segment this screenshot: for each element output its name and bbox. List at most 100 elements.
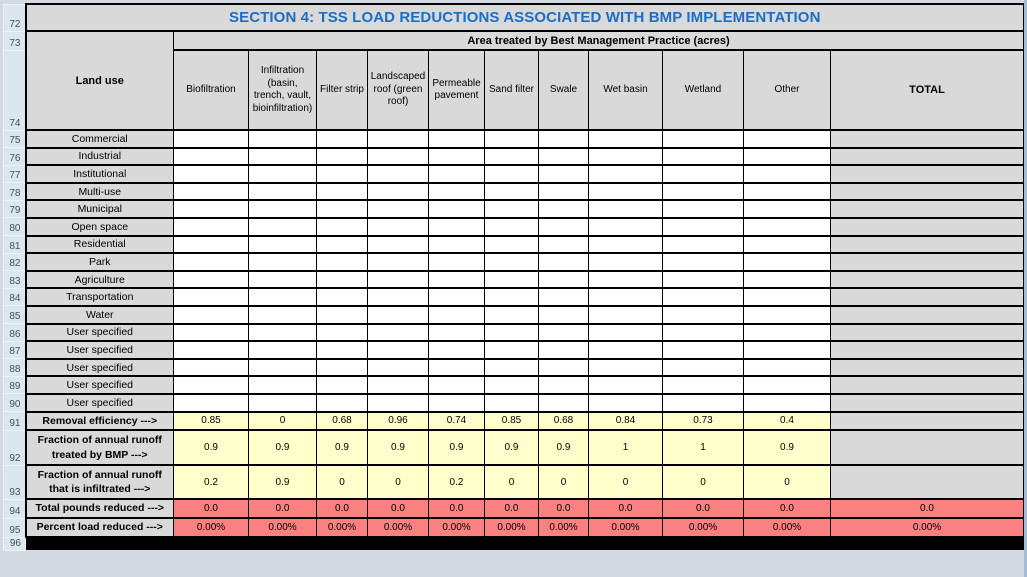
area-input-cell[interactable] <box>588 392 663 413</box>
area-input-cell[interactable] <box>173 287 249 307</box>
area-input-cell[interactable] <box>538 375 589 395</box>
fraction-treated-cell[interactable]: 1 <box>588 429 663 467</box>
area-input-cell[interactable] <box>588 216 663 237</box>
removal-efficiency-cell[interactable]: 0.68 <box>538 410 589 432</box>
area-input-cell[interactable] <box>428 199 485 219</box>
row-number[interactable]: 96 <box>3 536 26 551</box>
row-number[interactable]: 72 <box>3 3 26 32</box>
area-input-cell[interactable] <box>484 146 539 167</box>
area-input-cell[interactable] <box>484 304 539 325</box>
area-input-cell[interactable] <box>173 357 249 378</box>
area-input-cell[interactable] <box>538 392 589 413</box>
area-input-cell[interactable] <box>588 304 663 325</box>
area-input-cell[interactable] <box>538 340 589 360</box>
area-input-cell[interactable] <box>484 340 539 360</box>
area-input-cell[interactable] <box>316 129 368 149</box>
area-input-cell[interactable] <box>248 304 317 325</box>
area-input-cell[interactable] <box>538 199 589 219</box>
area-input-cell[interactable] <box>173 146 249 167</box>
fraction-infiltrated-cell[interactable]: 0 <box>588 464 663 501</box>
fraction-treated-cell[interactable]: 0.9 <box>484 429 539 467</box>
area-input-cell[interactable] <box>173 304 249 325</box>
area-input-cell[interactable] <box>743 322 831 343</box>
area-input-cell[interactable] <box>316 164 368 184</box>
area-input-cell[interactable] <box>173 340 249 360</box>
area-input-cell[interactable] <box>484 287 539 307</box>
area-input-cell[interactable] <box>316 287 368 307</box>
area-input-cell[interactable] <box>588 146 663 167</box>
area-input-cell[interactable] <box>248 322 317 343</box>
area-input-cell[interactable] <box>316 252 368 272</box>
area-input-cell[interactable] <box>428 322 485 343</box>
area-input-cell[interactable] <box>316 340 368 360</box>
area-input-cell[interactable] <box>538 129 589 149</box>
area-input-cell[interactable] <box>367 340 429 360</box>
removal-efficiency-cell[interactable]: 0.68 <box>316 410 368 432</box>
area-input-cell[interactable] <box>248 269 317 290</box>
area-input-cell[interactable] <box>484 164 539 184</box>
area-input-cell[interactable] <box>173 181 249 202</box>
fraction-infiltrated-cell[interactable]: 0 <box>538 464 589 501</box>
removal-efficiency-cell[interactable]: 0.85 <box>484 410 539 432</box>
area-input-cell[interactable] <box>743 357 831 378</box>
area-input-cell[interactable] <box>316 181 368 202</box>
row-number[interactable]: 90 <box>3 393 26 412</box>
area-input-cell[interactable] <box>588 252 663 272</box>
fraction-treated-cell[interactable]: 0.9 <box>316 429 368 467</box>
area-input-cell[interactable] <box>743 146 831 167</box>
area-input-cell[interactable] <box>588 181 663 202</box>
area-input-cell[interactable] <box>588 340 663 360</box>
row-number[interactable]: 73 <box>3 30 26 51</box>
area-input-cell[interactable] <box>588 269 663 290</box>
area-input-cell[interactable] <box>367 146 429 167</box>
area-input-cell[interactable] <box>484 199 539 219</box>
fraction-treated-cell[interactable]: 1 <box>662 429 744 467</box>
area-input-cell[interactable] <box>367 129 429 149</box>
area-input-cell[interactable] <box>316 375 368 395</box>
row-number[interactable]: 86 <box>3 323 26 342</box>
area-input-cell[interactable] <box>484 357 539 378</box>
removal-efficiency-cell[interactable]: 0.85 <box>173 410 249 432</box>
area-input-cell[interactable] <box>588 234 663 255</box>
row-number[interactable]: 92 <box>3 429 26 466</box>
area-input-cell[interactable] <box>428 234 485 255</box>
fraction-infiltrated-cell[interactable]: 0.9 <box>248 464 317 501</box>
removal-efficiency-cell[interactable]: 0.84 <box>588 410 663 432</box>
area-input-cell[interactable] <box>588 164 663 184</box>
row-number[interactable]: 78 <box>3 182 26 201</box>
area-input-cell[interactable] <box>428 269 485 290</box>
area-input-cell[interactable] <box>538 181 589 202</box>
area-input-cell[interactable] <box>367 252 429 272</box>
fraction-infiltrated-cell[interactable]: 0 <box>367 464 429 501</box>
removal-efficiency-cell[interactable]: 0.73 <box>662 410 744 432</box>
fraction-treated-cell[interactable]: 0.9 <box>428 429 485 467</box>
area-input-cell[interactable] <box>588 287 663 307</box>
area-input-cell[interactable] <box>248 392 317 413</box>
area-input-cell[interactable] <box>173 164 249 184</box>
area-input-cell[interactable] <box>248 181 317 202</box>
area-input-cell[interactable] <box>588 129 663 149</box>
area-input-cell[interactable] <box>173 269 249 290</box>
area-input-cell[interactable] <box>248 234 317 255</box>
area-input-cell[interactable] <box>538 322 589 343</box>
area-input-cell[interactable] <box>662 304 744 325</box>
row-number[interactable]: 88 <box>3 358 26 377</box>
area-input-cell[interactable] <box>662 252 744 272</box>
area-input-cell[interactable] <box>316 234 368 255</box>
fraction-infiltrated-cell[interactable]: 0 <box>484 464 539 501</box>
area-input-cell[interactable] <box>588 199 663 219</box>
removal-efficiency-cell[interactable]: 0.96 <box>367 410 429 432</box>
area-input-cell[interactable] <box>367 216 429 237</box>
area-input-cell[interactable] <box>316 146 368 167</box>
row-number[interactable]: 95 <box>3 517 26 538</box>
area-input-cell[interactable] <box>743 252 831 272</box>
area-input-cell[interactable] <box>367 199 429 219</box>
area-input-cell[interactable] <box>173 375 249 395</box>
area-input-cell[interactable] <box>662 357 744 378</box>
area-input-cell[interactable] <box>367 287 429 307</box>
area-input-cell[interactable] <box>588 375 663 395</box>
area-input-cell[interactable] <box>662 340 744 360</box>
area-input-cell[interactable] <box>248 375 317 395</box>
area-input-cell[interactable] <box>484 181 539 202</box>
area-input-cell[interactable] <box>316 357 368 378</box>
